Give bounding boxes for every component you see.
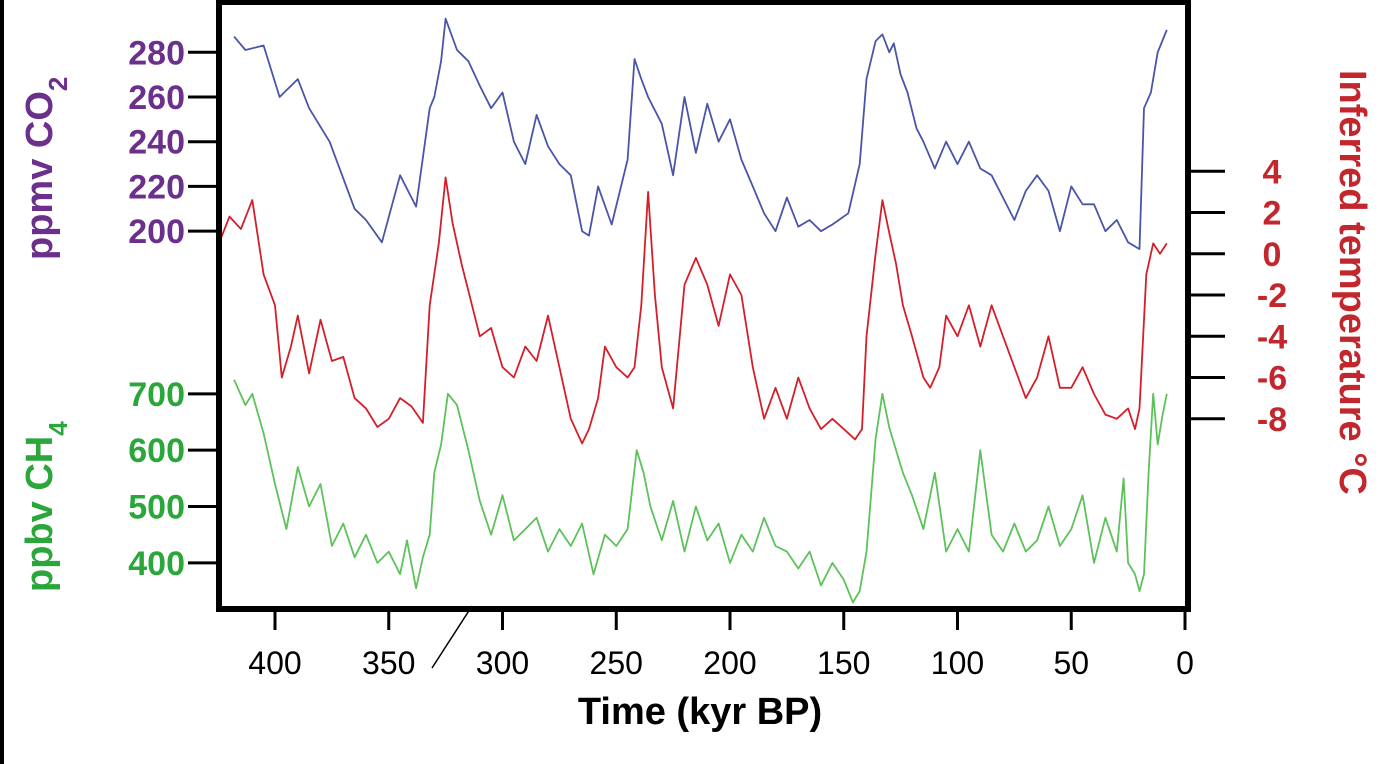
ch4-series-line: [233, 379, 1168, 604]
temperature-tick-label: -8: [1257, 401, 1287, 439]
time-tick-label: 150: [817, 645, 870, 681]
ch4-tick-label: 600: [128, 432, 185, 470]
ch4-axis-title: ppbv CH4: [19, 421, 73, 592]
temperature-tick-label: -6: [1257, 360, 1287, 398]
series-layer: [217, 17, 1168, 604]
temperature-tick-label: 2: [1263, 195, 1282, 233]
annotation-line: [431, 605, 473, 669]
left-frame-edge: [0, 0, 4, 764]
co2-tick-label: 280: [128, 34, 185, 72]
ch4-tick-label: 400: [128, 545, 185, 583]
co2-tick-label: 220: [128, 168, 185, 206]
co2-axis-title: ppmv CO2: [19, 77, 73, 260]
time-tick-label: 0: [1176, 645, 1194, 681]
ch4-axis-title-subscript: 4: [43, 421, 73, 436]
temperature-tick-label: -2: [1257, 277, 1287, 315]
co2-tick-label: 260: [128, 79, 185, 117]
co2-tick-label: 240: [128, 124, 185, 162]
temperature-tick-label: 0: [1263, 236, 1282, 274]
temperature-tick-label: -4: [1257, 318, 1287, 356]
plot-frame: [216, 0, 1191, 612]
time-tick-label: 100: [931, 645, 984, 681]
time-tick-label: 350: [362, 645, 415, 681]
time-tick-label: 400: [248, 645, 301, 681]
temperature-series-line: [217, 176, 1168, 445]
time-tick-label: 200: [703, 645, 756, 681]
time-tick-label: 250: [590, 645, 643, 681]
temperature-tick-label: 4: [1263, 153, 1282, 191]
co2-series-line: [233, 17, 1168, 251]
time-tick-label: 300: [476, 645, 529, 681]
co2-axis-title-main: ppmv CO: [19, 91, 61, 260]
x-axis-title: Time (kyr BP): [578, 691, 822, 733]
temperature-axis-title: Inferred temperature °C: [1331, 70, 1373, 495]
ch4-tick-label: 500: [128, 489, 185, 527]
co2-tick-label: 200: [128, 213, 185, 251]
ch4-tick-label: 700: [128, 376, 185, 414]
tick-layer: 280260240220200700600500400420-2-4-6-840…: [128, 34, 1287, 681]
ch4-axis-title-main: ppbv CH: [19, 436, 61, 592]
time-tick-label: 50: [1053, 645, 1089, 681]
co2-axis-title-subscript: 2: [43, 77, 73, 91]
